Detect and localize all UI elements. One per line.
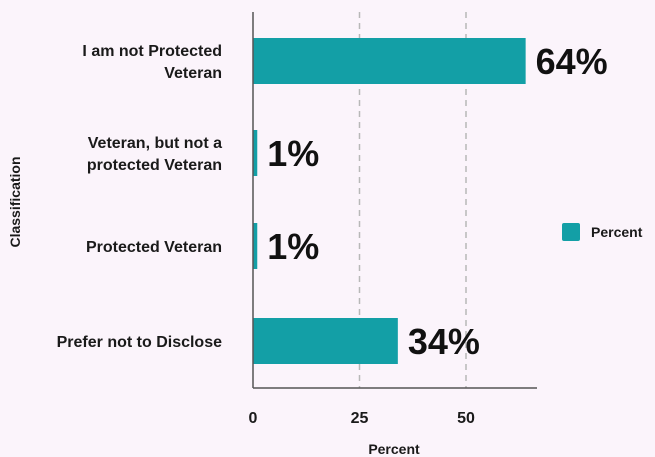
- x-tick-label-0: 0: [249, 410, 258, 427]
- bar-4: [253, 318, 398, 364]
- category-label-line: I am not Protected: [82, 43, 222, 60]
- data-label-3: 1%: [267, 226, 319, 267]
- x-tick-label-50: 50: [457, 410, 475, 427]
- data-labels: 64% 1% 1% 34%: [267, 41, 607, 362]
- chart-bars: [253, 38, 526, 364]
- x-tick-labels: 0 25 50: [249, 410, 475, 427]
- legend-label: Percent: [591, 224, 643, 240]
- legend: Percent: [562, 223, 643, 241]
- chart-axes: [252, 12, 537, 389]
- data-label-2: 1%: [267, 133, 319, 174]
- x-tick-label-25: 25: [351, 410, 369, 427]
- y-axis-title: Classification: [7, 156, 23, 247]
- bar-2: [253, 130, 258, 176]
- category-label-1: I am not Protected Veteran: [82, 43, 222, 82]
- data-label-1: 64%: [536, 41, 608, 82]
- category-label-line: Prefer not to Disclose: [57, 334, 222, 351]
- x-axis-title: Percent: [368, 441, 420, 457]
- category-label-2: Veteran, but not a protected Veteran: [87, 135, 222, 174]
- category-label-line: Veteran, but not a: [88, 135, 222, 152]
- category-labels: I am not Protected Veteran Veteran, but no…: [57, 43, 222, 351]
- category-label-line: Veteran: [164, 65, 222, 82]
- bar-1: [253, 38, 526, 84]
- legend-swatch: [562, 223, 580, 241]
- category-label-line: protected Veteran: [87, 157, 222, 174]
- data-label-4: 34%: [408, 321, 480, 362]
- category-label-4: Prefer not to Disclose: [57, 334, 222, 351]
- category-label-3: Protected Veteran: [86, 239, 222, 256]
- category-label-line: Protected Veteran: [86, 239, 222, 256]
- bar-3: [253, 223, 258, 269]
